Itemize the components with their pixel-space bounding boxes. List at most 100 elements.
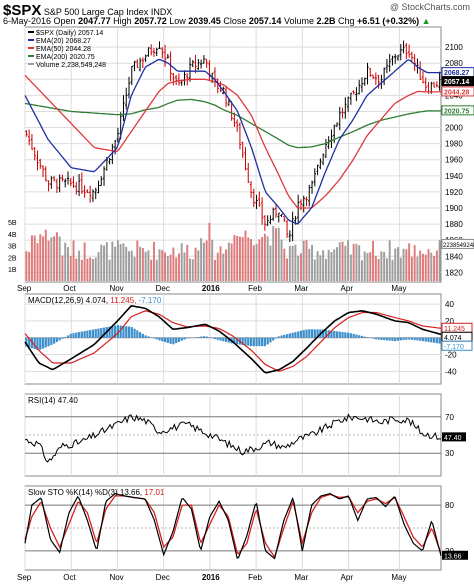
price-axis-tick: 1940 bbox=[445, 172, 463, 181]
macd-histogram-bar bbox=[371, 337, 375, 339]
volume-bar bbox=[238, 236, 241, 281]
volume-bar bbox=[341, 241, 344, 281]
index-name: S&P 500 Large Cap Index bbox=[43, 7, 149, 17]
macd-histogram-bar bbox=[402, 337, 405, 341]
macd-histogram-bar bbox=[58, 337, 61, 341]
volume-tag bbox=[441, 238, 474, 249]
volume-bar bbox=[136, 240, 139, 281]
macd-histogram-bar bbox=[310, 329, 314, 338]
macd-histogram-bar bbox=[116, 325, 120, 338]
volume-bar bbox=[377, 258, 380, 281]
macd-histogram-bar bbox=[341, 331, 344, 338]
macd-histogram-bar bbox=[363, 336, 366, 338]
volume-bar bbox=[438, 240, 441, 281]
macd-histogram-bar bbox=[330, 330, 333, 338]
macd-histogram-bar bbox=[199, 336, 203, 338]
macd-histogram-bar bbox=[427, 337, 430, 342]
volume-bar bbox=[180, 243, 183, 281]
macd-axis-tick: 40 bbox=[445, 300, 454, 309]
volume-bar bbox=[33, 235, 36, 281]
macd-histogram-bar bbox=[322, 329, 325, 338]
macd-histogram-bar bbox=[247, 337, 250, 346]
volume-bar bbox=[119, 244, 122, 281]
macd-panel bbox=[24, 293, 442, 385]
macd-histogram-bar bbox=[338, 331, 341, 338]
volume-bar bbox=[358, 245, 361, 281]
macd-histogram-bar bbox=[130, 327, 133, 338]
macd-histogram-bar bbox=[127, 326, 131, 338]
macd-histogram-bar bbox=[75, 332, 78, 338]
macd-histogram-bar bbox=[55, 337, 59, 343]
macd-histogram-bar bbox=[430, 337, 433, 343]
macd-histogram-bar bbox=[355, 334, 358, 338]
volume-bar bbox=[397, 247, 399, 281]
volume-bar bbox=[372, 240, 375, 281]
price-axis-tick: 1820 bbox=[445, 268, 463, 277]
macd-histogram-bar bbox=[263, 337, 267, 347]
volume-bar bbox=[208, 222, 211, 281]
x-axis-label: Dec bbox=[156, 284, 170, 293]
macd-histogram-bar bbox=[324, 329, 328, 338]
volume-bar bbox=[227, 242, 230, 281]
macd-histogram-bar bbox=[175, 337, 178, 344]
macd-histogram-bar bbox=[435, 337, 438, 344]
price-axis-tick: 1960 bbox=[445, 156, 463, 165]
volume-bar bbox=[385, 258, 388, 281]
volume-axis-tick: 5B bbox=[8, 220, 17, 227]
macd-histogram-bar bbox=[305, 329, 308, 338]
volume-bar bbox=[133, 256, 136, 281]
volume-bar bbox=[327, 249, 330, 281]
macd-histogram-bar bbox=[261, 337, 264, 347]
volume-bar bbox=[369, 252, 372, 281]
volume-bar bbox=[175, 257, 178, 281]
x-axis-label: Nov bbox=[109, 284, 123, 293]
macd-histogram-bar bbox=[352, 333, 355, 338]
macd-histogram-bar bbox=[28, 337, 31, 348]
volume-bar bbox=[64, 242, 67, 281]
volume-bar bbox=[152, 241, 155, 281]
macd-histogram-bar bbox=[158, 337, 161, 341]
volume-bar bbox=[435, 250, 438, 281]
volume-bar bbox=[108, 259, 111, 281]
volume-bar bbox=[94, 257, 97, 281]
volume-bar bbox=[305, 240, 308, 281]
volume-bar bbox=[380, 251, 383, 281]
macd-histogram-bar bbox=[133, 328, 136, 338]
last-value-tag bbox=[441, 76, 474, 87]
macd-histogram-bar bbox=[147, 336, 150, 338]
macd-histogram-bar bbox=[419, 337, 422, 341]
volume-bar bbox=[191, 259, 194, 281]
x-axis-label-bottom: Apr bbox=[341, 573, 354, 582]
macd-histogram-bar bbox=[344, 332, 347, 338]
volume-bar bbox=[75, 258, 78, 281]
volume-bar bbox=[219, 246, 222, 281]
up-arrow-icon: ▲ bbox=[421, 16, 431, 26]
volume-bar bbox=[97, 252, 100, 281]
macd-histogram-bar bbox=[219, 337, 222, 341]
macd-histogram-bar bbox=[216, 337, 219, 340]
volume-bar bbox=[344, 245, 347, 281]
macd-histogram-bar bbox=[227, 337, 230, 343]
macd-histogram-bar bbox=[280, 335, 283, 338]
change-value: +6.51 (+0.32%) bbox=[357, 16, 420, 26]
legend-spx: $SPX (Daily) 2057.14 bbox=[36, 30, 103, 37]
volume-bar bbox=[158, 249, 161, 281]
macd-histogram-bar bbox=[33, 337, 36, 350]
volume-bar bbox=[30, 235, 33, 281]
macd-histogram-bar bbox=[102, 327, 106, 338]
volume-bar bbox=[247, 237, 250, 281]
price-axis-tick: 1840 bbox=[445, 252, 463, 261]
volume-bar bbox=[214, 259, 216, 281]
price-axis-tick: 1880 bbox=[445, 220, 463, 229]
macd-histogram-bar bbox=[44, 337, 47, 348]
volume-bar bbox=[430, 252, 433, 281]
macd-histogram-bar bbox=[249, 337, 253, 347]
macd-histogram-bar bbox=[333, 330, 336, 338]
exchange-label: INDX bbox=[150, 7, 173, 17]
stoch-k-line bbox=[24, 492, 442, 560]
volume-bar bbox=[272, 226, 275, 281]
volume-bar bbox=[241, 236, 244, 281]
volume-bar bbox=[130, 250, 133, 281]
volume-bar bbox=[42, 236, 44, 281]
x-axis-label-bottom: Sep bbox=[17, 573, 32, 582]
